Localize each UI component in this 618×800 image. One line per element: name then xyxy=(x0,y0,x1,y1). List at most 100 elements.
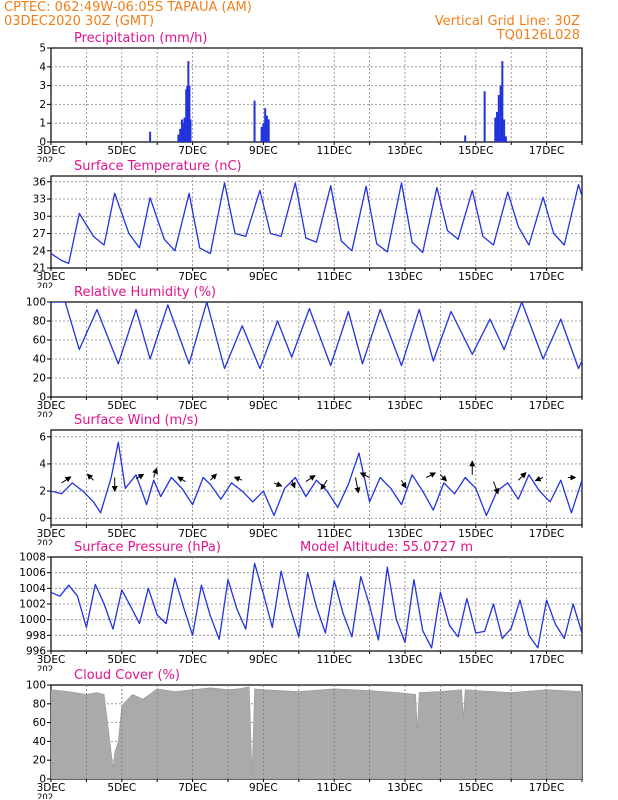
wind-ytick-label: 2 xyxy=(39,486,46,498)
pressure-xtick-label: 9DEC xyxy=(249,654,278,666)
temperature-title: Surface Temperature (nC) xyxy=(74,159,242,174)
cloud-cover-ytick-label: 80 xyxy=(33,698,46,710)
wind-line xyxy=(51,441,582,517)
station-info: CPTEC: 062:49W-06:05S TAPAUA (AM) xyxy=(4,0,252,15)
cloud-cover-xtick-label: 11DEC xyxy=(316,782,351,794)
run-time: 03DEC2020 30Z (GMT) xyxy=(4,14,155,29)
temperature-year-label: 202 xyxy=(37,282,53,292)
wind-vector xyxy=(517,472,527,481)
temperature-line xyxy=(51,182,582,265)
cloud-cover-xtick-label: 15DEC xyxy=(458,782,493,794)
precipitation-ytick-label: 5 xyxy=(39,43,46,55)
precip-bar xyxy=(503,119,506,142)
precip-bar xyxy=(149,131,152,142)
pressure-line xyxy=(51,562,582,649)
precip-bar xyxy=(188,85,191,142)
wind-vector xyxy=(320,479,328,491)
pressure-xtick-label: 7DEC xyxy=(178,654,207,666)
precip-bar xyxy=(267,119,270,142)
precip-bar xyxy=(185,89,188,142)
pressure-xtick-label: 17DEC xyxy=(529,654,564,666)
precipitation-xtick-label: 9DEC xyxy=(249,145,278,157)
cloud-cover-xtick-label: 3DEC xyxy=(37,782,66,794)
wind-panel: 0 2 4 6 3DEC 5DEC 7DEC 9DEC 11DEC 13DEC 15DEC 17DEC… xyxy=(37,413,583,549)
humidity-xtick-label: 13DEC xyxy=(387,400,422,412)
humidity-xtick-label: 11DEC xyxy=(316,400,351,412)
precipitation-xtick-label: 5DEC xyxy=(107,145,136,157)
precip-bar xyxy=(189,119,192,142)
pressure-xtick-label: 5DEC xyxy=(107,654,136,666)
cloud-area xyxy=(51,686,582,779)
precipitation-xtick-label: 7DEC xyxy=(178,145,207,157)
precipitation-plot xyxy=(149,61,507,142)
wind-vector xyxy=(290,480,296,489)
precip-bar xyxy=(179,128,182,142)
pressure-ytick-label: 998 xyxy=(26,630,46,642)
precipitation-frame xyxy=(50,47,583,143)
temperature-ytick-label: 24 xyxy=(33,245,47,257)
precip-bar xyxy=(499,85,502,142)
wind-vector xyxy=(400,479,407,489)
wind-ytick-label: 4 xyxy=(39,458,46,470)
wind-year-label: 202 xyxy=(37,539,53,549)
temperature-ytick-label: 30 xyxy=(33,211,46,223)
pressure-xtick-label: 11DEC xyxy=(316,654,351,666)
humidity-ytick-label: 60 xyxy=(33,335,46,347)
precipitation-panel: 0 1 2 3 4 5 3DEC 5DEC 7DEC 9DEC 11DEC 13DEC 15DEC 17D… xyxy=(37,31,583,166)
precip-bar xyxy=(501,61,504,142)
precipitation-year-label: 202 xyxy=(37,156,53,166)
precip-bar xyxy=(483,91,486,142)
temperature-xtick-label: 3DEC xyxy=(37,271,66,283)
precipitation-xtick-label: 3DEC xyxy=(37,145,66,157)
humidity-title: Relative Humidity (%) xyxy=(74,285,216,300)
pressure-xtick-label: 15DEC xyxy=(458,654,493,666)
temperature-ytick-label: 36 xyxy=(33,176,47,188)
wind-vector xyxy=(152,467,158,478)
wind-xtick-label: 11DEC xyxy=(316,528,351,540)
cloud-cover-xtick-label: 7DEC xyxy=(178,782,207,794)
pressure-year-label: 202 xyxy=(37,665,53,675)
pressure-ytick-label: 1008 xyxy=(19,552,46,564)
cloud-cover-xtick-label: 13DEC xyxy=(387,782,422,794)
wind-vector xyxy=(534,475,544,482)
precipitation-ytick-label: 1 xyxy=(39,118,46,130)
temperature-xtick-label: 17DEC xyxy=(529,271,564,283)
precip-bar xyxy=(496,111,499,142)
precip-bar xyxy=(186,85,189,142)
wind-vector xyxy=(209,473,218,481)
precipitation-title: Precipitation (mm/h) xyxy=(74,31,207,46)
cloud-cover-ytick-label: 0 xyxy=(39,774,46,786)
humidity-xtick-label: 15DEC xyxy=(458,400,493,412)
cloud-cover-title: Cloud Cover (%) xyxy=(74,668,180,683)
pressure-ytick-label: 996 xyxy=(26,646,46,658)
precipitation-ytick-label: 3 xyxy=(39,80,46,92)
precipitation-ytick-label: 4 xyxy=(39,61,46,73)
wind-ytick-label: 0 xyxy=(39,513,46,525)
wind-frame xyxy=(50,429,583,526)
pressure-panel: 996 998 1000 1002 1004 1006 1008 3DEC 5DEC 7DEC 9D… xyxy=(19,540,583,675)
cloud-cover-ytick-label: 20 xyxy=(33,755,46,767)
wind-xtick-label: 9DEC xyxy=(249,528,278,540)
precip-bar xyxy=(183,117,186,142)
cloud-cover-plot xyxy=(51,685,582,779)
wind-ytick-label: 6 xyxy=(39,431,46,443)
precip-bar xyxy=(504,136,507,142)
humidity-plot xyxy=(51,302,582,370)
humidity-xtick-label: 3DEC xyxy=(37,400,66,412)
precip-bar xyxy=(180,119,183,142)
wind-vector xyxy=(135,473,145,480)
precipitation-xtick-label: 11DEC xyxy=(316,145,351,157)
precip-bar xyxy=(177,134,180,142)
temperature-panel: 21 24 27 30 33 36 3DEC 5DEC 7DEC 9DEC 11DEC 13DEC 15… xyxy=(33,159,583,292)
cloud-cover-ytick-label: 40 xyxy=(33,736,46,748)
temperature-xtick-label: 11DEC xyxy=(316,271,351,283)
pressure-ytick-label: 1000 xyxy=(19,614,46,626)
temperature-xtick-label: 15DEC xyxy=(458,271,493,283)
humidity-year-label: 202 xyxy=(37,411,53,421)
precip-bar xyxy=(262,123,265,142)
wind-xtick-label: 5DEC xyxy=(107,528,136,540)
temperature-ytick-label: 33 xyxy=(33,194,46,206)
cloud-cover-xtick-label: 17DEC xyxy=(529,782,564,794)
wind-vector xyxy=(61,476,72,484)
